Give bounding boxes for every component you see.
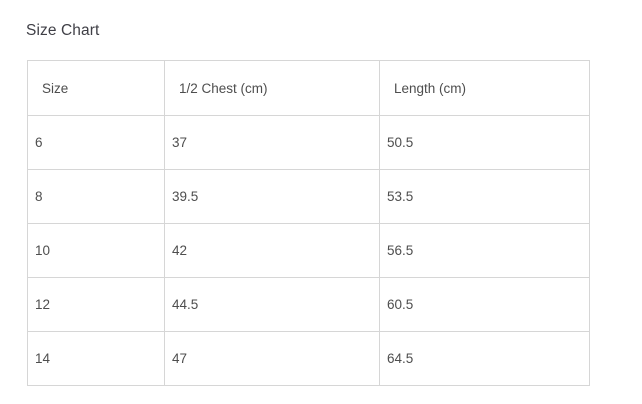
table-row: 8 39.5 53.5 (27, 169, 590, 224)
cell-size: 12 (27, 277, 165, 332)
page-title: Size Chart (26, 22, 100, 39)
cell-length: 60.5 (379, 277, 590, 332)
table-row: 14 47 64.5 (27, 331, 590, 386)
table-row: 6 37 50.5 (27, 115, 590, 170)
column-header-length: Length (cm) (379, 60, 590, 116)
table-row: 12 44.5 60.5 (27, 277, 590, 332)
cell-size: 6 (27, 115, 165, 170)
table-header: Size 1/2 Chest (cm) Length (cm) (27, 60, 590, 116)
cell-half-chest: 47 (164, 331, 380, 386)
column-header-size: Size (27, 60, 165, 116)
size-chart-table-container: Size 1/2 Chest (cm) Length (cm) 6 37 50.… (27, 60, 590, 386)
cell-half-chest: 42 (164, 223, 380, 278)
table-row: 10 42 56.5 (27, 223, 590, 278)
table-header-row: Size 1/2 Chest (cm) Length (cm) (27, 60, 590, 116)
cell-size: 8 (27, 169, 165, 224)
table-body: 6 37 50.5 8 39.5 53.5 10 42 56.5 12 44.5 (27, 115, 590, 386)
cell-size: 10 (27, 223, 165, 278)
size-chart-table: Size 1/2 Chest (cm) Length (cm) 6 37 50.… (27, 60, 590, 386)
cell-half-chest: 39.5 (164, 169, 380, 224)
cell-length: 50.5 (379, 115, 590, 170)
cell-half-chest: 37 (164, 115, 380, 170)
cell-length: 64.5 (387, 351, 414, 366)
column-header-half-chest: 1/2 Chest (cm) (164, 60, 380, 116)
cell-length: 53.5 (379, 169, 590, 224)
cell-half-chest: 44.5 (164, 277, 380, 332)
cell-length: 56.5 (379, 223, 590, 278)
cell-size: 14 (27, 331, 165, 386)
